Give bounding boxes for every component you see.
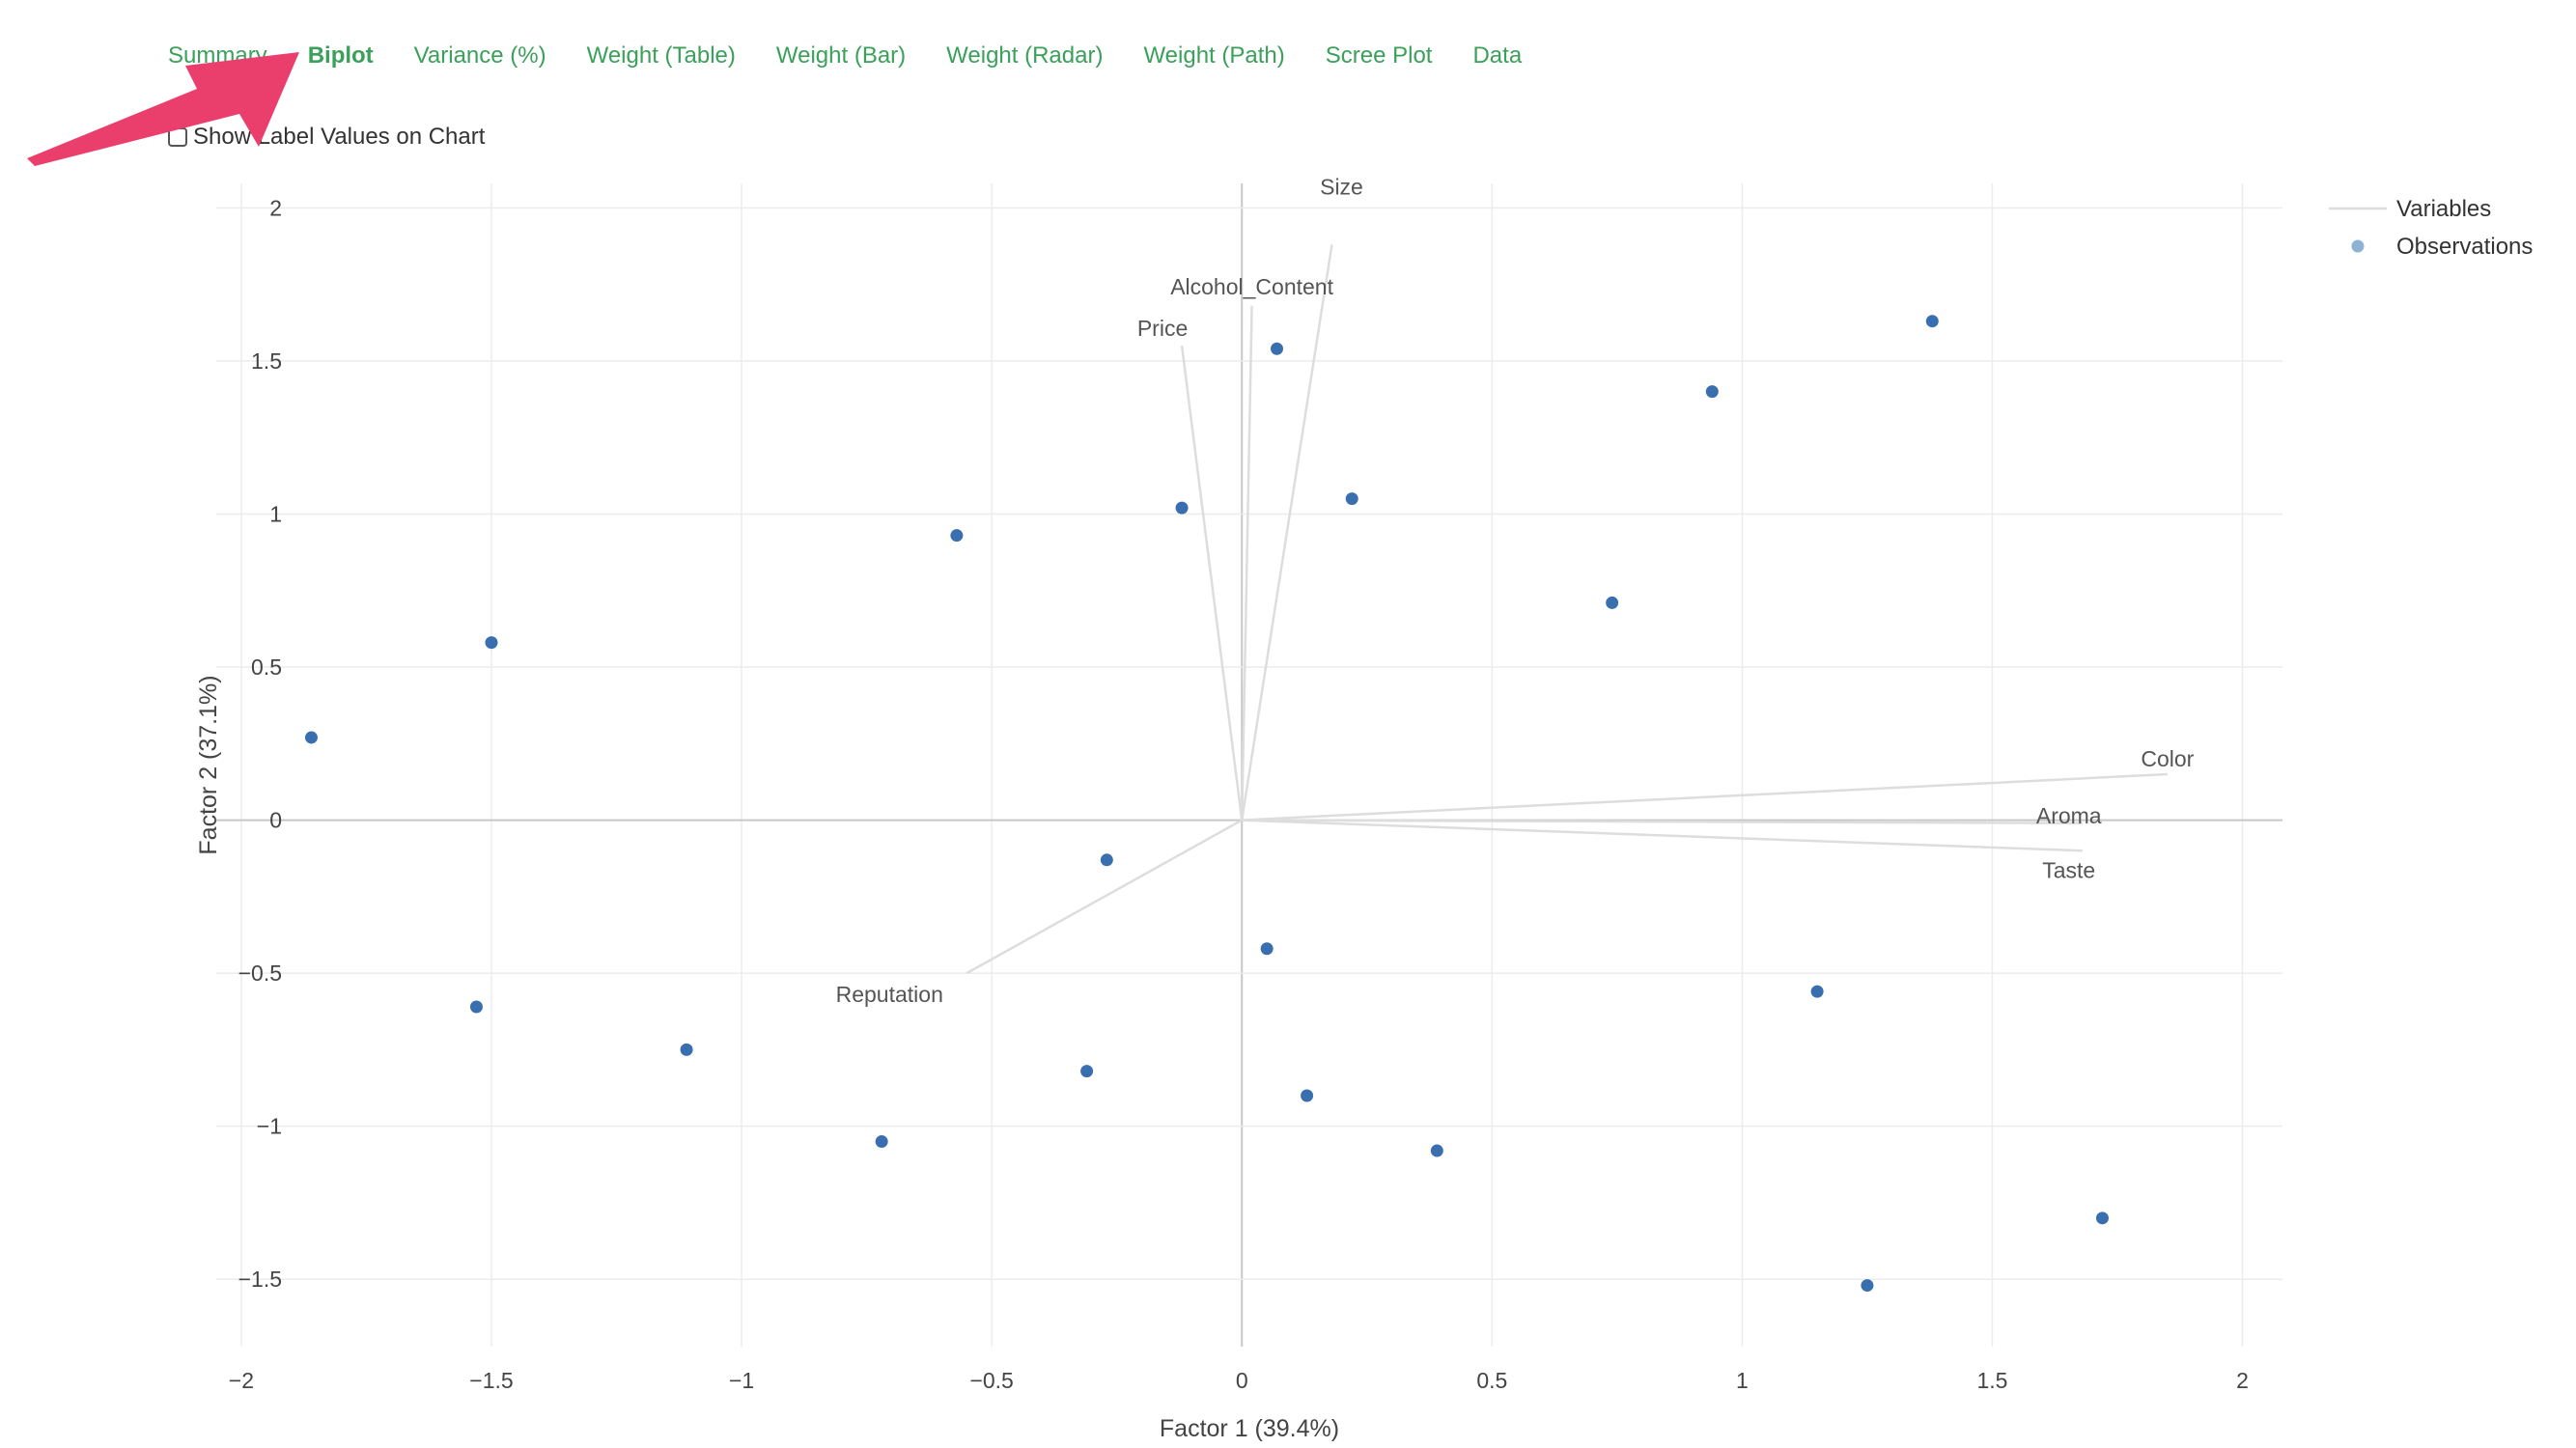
tab-data[interactable]: Data (1472, 42, 1523, 69)
variable-label-price: Price (1137, 316, 1188, 341)
x-tick-label: 2 (2236, 1368, 2249, 1393)
observation-point (680, 1043, 693, 1056)
observation-point (1080, 1065, 1094, 1078)
tab-scree-plot[interactable]: Scree Plot (1325, 42, 1433, 69)
observation-point (1301, 1089, 1314, 1102)
variable-vector-color (1242, 772, 2168, 821)
observation-point (1430, 1144, 1443, 1157)
report-tabs: Summary Biplot Variance (%) Weight (Table) W… (168, 35, 1562, 77)
observation-point (1260, 942, 1274, 956)
legend-observations-swatch (2351, 239, 2365, 253)
observation-point (1606, 596, 1619, 609)
x-axis-title: Factor 1 (39.4%) (1160, 1415, 1339, 1442)
y-tick-label: −0.5 (238, 961, 282, 986)
tab-weight-table[interactable]: Weight (Table) (586, 42, 736, 69)
observation-point (1100, 853, 1113, 867)
y-tick-label: 1 (269, 501, 282, 526)
observation-point (469, 1000, 483, 1014)
variable-vector-aroma (1242, 819, 2083, 824)
tab-biplot[interactable]: Biplot (307, 42, 374, 69)
variable-label-taste: Taste (2042, 857, 2095, 882)
tab-variance[interactable]: Variance (%) (413, 42, 546, 69)
observation-point (1270, 342, 1283, 355)
observation-point (875, 1135, 888, 1149)
variable-label-alcohol-content: Alcohol_Content (1170, 274, 1333, 299)
x-tick-label: −1 (729, 1368, 754, 1393)
variable-vector-reputation (966, 819, 1243, 975)
observation-point (1705, 385, 1719, 399)
observation-point (1925, 315, 1939, 328)
variable-vector-price (1180, 345, 1244, 821)
x-tick-label: 1.5 (1976, 1368, 2007, 1393)
observation-point (1345, 492, 1358, 506)
variable-label-aroma: Aroma (2036, 803, 2102, 828)
y-tick-label: 0.5 (251, 654, 282, 680)
observation-point (1810, 985, 1824, 998)
observation-point (950, 529, 964, 543)
x-tick-label: 0.5 (1476, 1368, 1507, 1393)
variable-vector-size (1240, 244, 1333, 821)
observation-point (304, 731, 318, 744)
tab-weight-path[interactable]: Weight (Path) (1143, 42, 1285, 69)
tab-weight-radar[interactable]: Weight (Radar) (946, 42, 1104, 69)
y-axis-title: Factor 2 (37.1%) (195, 675, 222, 854)
x-tick-label: −0.5 (969, 1368, 1013, 1393)
observation-point (1861, 1279, 1874, 1293)
x-tick-label: −2 (229, 1368, 254, 1393)
y-tick-label: 0 (269, 808, 282, 833)
legend-variables-label: Variables (2396, 196, 2491, 222)
variable-label-color: Color (2141, 746, 2194, 771)
x-tick-label: −1.5 (469, 1368, 513, 1393)
variable-vector-taste (1242, 819, 2083, 852)
y-tick-label: 1.5 (251, 348, 282, 374)
x-tick-label: 1 (1736, 1368, 1749, 1393)
legend-observations-label: Observations (2396, 234, 2533, 260)
y-tick-label: −1 (257, 1114, 282, 1139)
observation-point (1175, 501, 1189, 515)
variable-label-size: Size (1320, 174, 1363, 199)
tab-weight-bar[interactable]: Weight (Bar) (775, 42, 907, 69)
y-tick-label: −1.5 (238, 1267, 282, 1292)
variable-vector-alcohol-content (1240, 305, 1253, 821)
y-tick-label: 2 (269, 195, 282, 220)
x-tick-label: 0 (1236, 1368, 1248, 1393)
observation-point (485, 636, 498, 650)
variable-label-reputation: Reputation (836, 982, 943, 1007)
observation-point (2095, 1211, 2109, 1225)
